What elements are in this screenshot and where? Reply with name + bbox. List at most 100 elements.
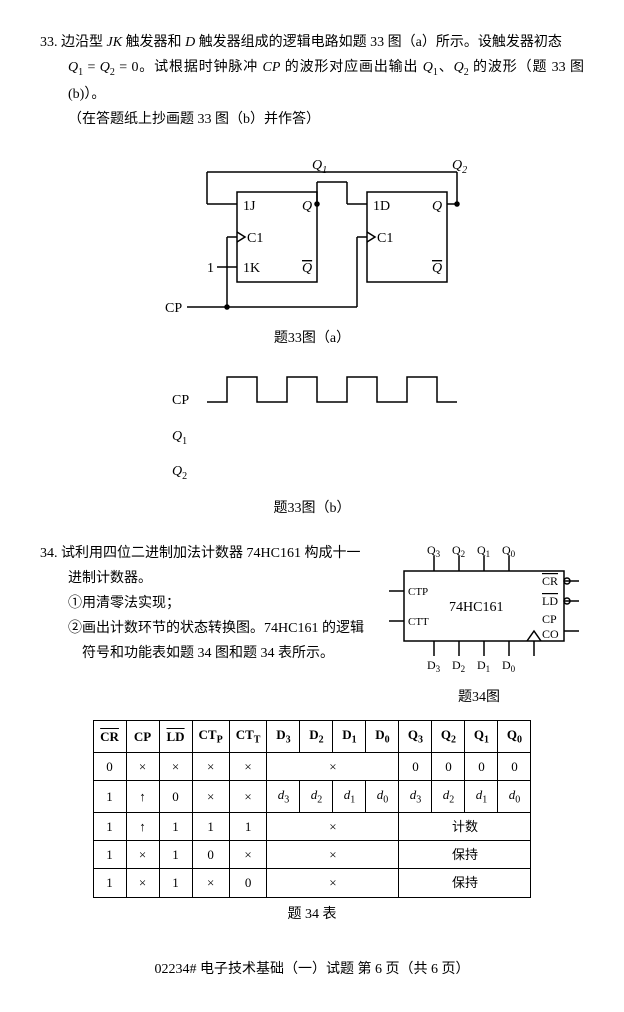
th-6: D2	[300, 720, 333, 752]
q33-t2d: = 0。试根据时钟脉冲	[115, 60, 263, 75]
fig33b-caption: 题33图（b）	[40, 496, 584, 521]
cell: 1	[93, 812, 126, 840]
cell: ×	[192, 869, 229, 897]
q33-t1b: 触发器和	[122, 35, 185, 50]
th-2: LD	[159, 720, 192, 752]
q33-t1a: 边沿型	[61, 35, 107, 50]
chip-q0: Q0	[502, 543, 516, 559]
q34-number: 34.	[40, 546, 58, 561]
q33-t2e: 的波形对应画出输出	[280, 60, 422, 75]
q33-line2: Q1 = Q2 = 0。试根据时钟脉冲 CP 的波形对应画出输出 Q1、Q2 的…	[40, 55, 584, 107]
th-10: Q2	[432, 720, 465, 752]
cell: 0	[192, 840, 229, 868]
cell: 1	[93, 869, 126, 897]
q34-t1: 试利用四位二进制加法计数器 74HC161 构成十一	[61, 546, 360, 561]
lbl-qo1: Q	[302, 199, 312, 214]
cell: 0	[159, 780, 192, 812]
cell: ×	[126, 869, 159, 897]
cell: 1	[93, 840, 126, 868]
chip-d0: D0	[502, 658, 516, 674]
fig33b: CP Q1 Q2 题33图（b）	[40, 362, 584, 521]
table-row: 0×××××0000	[93, 752, 531, 780]
table34-wrap: CRCPLDCTPCTTD3D2D1D0Q3Q2Q1Q0 0×××××00001…	[40, 720, 584, 927]
q33-number: 33.	[40, 35, 58, 50]
timing-q2: Q2	[172, 464, 187, 482]
chip-svg: Q3 Q2 Q1 Q0 D3 D2 D1 D0 CTP CTT CR LD CP…	[374, 541, 584, 681]
cell: ↑	[126, 812, 159, 840]
table-row: 1×1×0×保持	[93, 869, 531, 897]
q33-t1c: 触发器组成的逻辑电路如题 33 图（a）所示。设触发器初态	[195, 35, 562, 50]
th-7: D1	[333, 720, 366, 752]
chip-co: CO	[542, 627, 559, 641]
circuit-svg: Q1 Q2 1J C1 1K 1D C1 Q Q Q Q 1 CP	[147, 142, 477, 322]
th-0: CR	[93, 720, 126, 752]
chip-d1: D1	[477, 658, 490, 674]
q-merge: 保持	[399, 840, 531, 868]
q33-line3: （在答题纸上抄画题 33 图（b）并作答）	[40, 107, 584, 132]
q-cell: 0	[399, 752, 432, 780]
chip-name: 74HC161	[449, 600, 503, 615]
cell: 1	[93, 780, 126, 812]
timing-q1: Q1	[172, 429, 187, 447]
d-cell: d0	[366, 780, 399, 812]
cell: 1	[159, 812, 192, 840]
cell: ×	[229, 752, 267, 780]
fig33a: Q1 Q2 1J C1 1K 1D C1 Q Q Q Q 1 CP 题33图（a…	[40, 142, 584, 351]
th-5: D3	[267, 720, 300, 752]
cell: 1	[159, 869, 192, 897]
q33-q2: Q	[100, 60, 110, 75]
cell: ×	[229, 780, 267, 812]
th-12: Q0	[498, 720, 531, 752]
q34-line4: ②画出计数环节的状态转换图。74HC161 的逻辑	[40, 616, 364, 641]
th-4: CTT	[229, 720, 267, 752]
table-row: 1↑0××d3d2d1d0d3d2d1d0	[93, 780, 531, 812]
lbl-1k: 1K	[243, 261, 260, 276]
q33-eq1: =	[83, 60, 100, 75]
fig34-caption: 题34图	[374, 685, 584, 710]
fig33a-caption: 题33图（a）	[40, 326, 584, 351]
q33-cp: CP	[262, 60, 280, 75]
q34-line5: 符号和功能表如题 34 图和题 34 表所示。	[40, 641, 364, 666]
d-cell: d2	[300, 780, 333, 812]
chip-cp: CP	[542, 612, 557, 626]
cell: 0	[229, 869, 267, 897]
timing-svg: CP Q1 Q2	[147, 362, 477, 492]
d-cell: d1	[333, 780, 366, 812]
q33-jk: JK	[107, 35, 123, 50]
cell: 1	[192, 812, 229, 840]
d-merge: ×	[267, 869, 399, 897]
cell: ×	[192, 752, 229, 780]
th-3: CTP	[192, 720, 229, 752]
table-row: 1×10××保持	[93, 840, 531, 868]
chip-ctt: CTT	[408, 616, 429, 628]
lbl-qo2: Q	[432, 199, 442, 214]
cell: 0	[93, 752, 126, 780]
q-merge: 计数	[399, 812, 531, 840]
chip-q2: Q2	[452, 543, 465, 559]
chip-q1: Q1	[477, 543, 490, 559]
page-footer: 02234# 电子技术基础（一）试题 第 6 页（共 6 页）	[40, 957, 584, 982]
cell: ×	[126, 840, 159, 868]
q-cell: d2	[432, 780, 465, 812]
q-merge: 保持	[399, 869, 531, 897]
chip-d3: D3	[427, 658, 441, 674]
cell: ×	[229, 840, 267, 868]
fig34-wrap: Q3 Q2 Q1 Q0 D3 D2 D1 D0 CTP CTT CR LD CP…	[374, 541, 584, 710]
function-table: CRCPLDCTPCTTD3D2D1D0Q3Q2Q1Q0 0×××××00001…	[93, 720, 532, 898]
lbl-q1: Q1	[312, 158, 327, 176]
d-merge: ×	[267, 840, 399, 868]
question-33: 33. 边沿型 JK 触发器和 D 触发器组成的逻辑电路如题 33 图（a）所示…	[40, 30, 584, 521]
q33-t2f: 、	[438, 60, 454, 75]
lbl-c1b: C1	[377, 231, 393, 246]
table34-caption: 题 34 表	[40, 902, 584, 927]
q34-line1: 34. 试利用四位二进制加法计数器 74HC161 构成十一	[40, 541, 364, 566]
th-9: Q3	[399, 720, 432, 752]
d-merge: ×	[267, 752, 399, 780]
q33-text: 33. 边沿型 JK 触发器和 D 触发器组成的逻辑电路如题 33 图（a）所示…	[40, 30, 584, 55]
lbl-1d: 1D	[373, 199, 390, 214]
lbl-1j: 1J	[243, 199, 256, 214]
lbl-q2: Q2	[452, 158, 467, 176]
d-cell: d3	[267, 780, 300, 812]
cell: ×	[192, 780, 229, 812]
q-cell: 0	[432, 752, 465, 780]
